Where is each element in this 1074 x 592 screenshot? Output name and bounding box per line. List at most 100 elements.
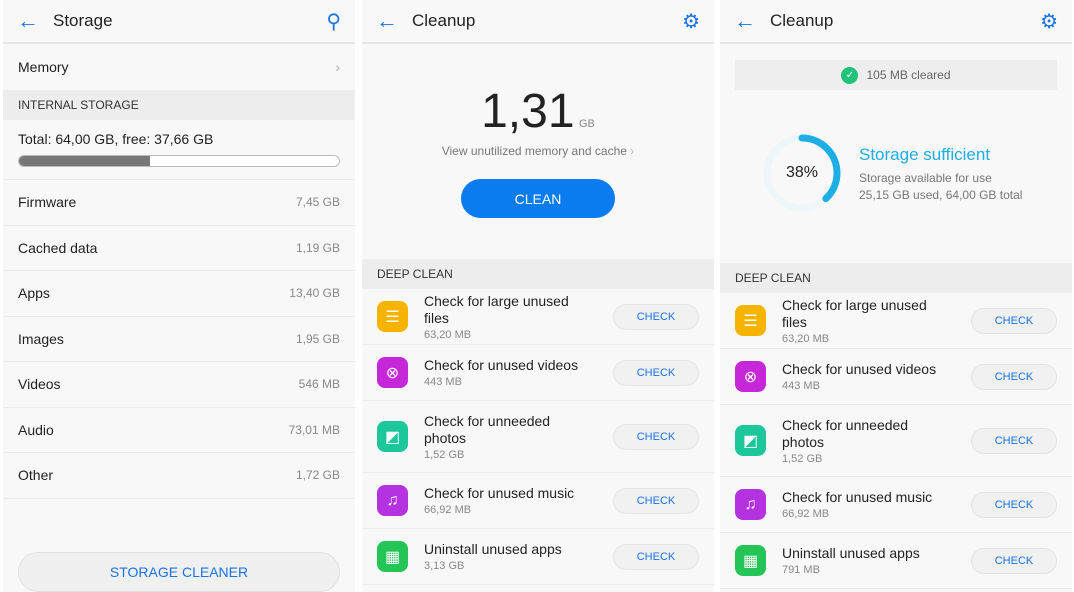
gear-icon[interactable]: ⚙ bbox=[1040, 10, 1058, 33]
storage-cleaner-button[interactable]: STORAGE CLEANER bbox=[18, 552, 340, 592]
deep-clean-item: ♫ Check for unused music 66,92 MB CHECK bbox=[362, 473, 714, 529]
header: ← Cleanup ⚙ bbox=[362, 0, 714, 44]
row-label: Videos bbox=[18, 376, 61, 393]
storage-row[interactable]: Cached data 1,19 GB bbox=[3, 226, 355, 271]
music-icon: ♫ bbox=[735, 489, 766, 520]
deep-clean-item: ☰ Check for large unused files 63,20 MB CHE… bbox=[720, 293, 1072, 349]
check-button[interactable]: CHECK bbox=[971, 307, 1057, 334]
item-title: Check for large unused files bbox=[782, 296, 927, 330]
music-icon: ♫ bbox=[377, 485, 408, 516]
deep-clean-item: ⊗ Check for unused videos 443 MB CHECK bbox=[362, 345, 714, 401]
item-size: 1,52 GB bbox=[424, 448, 465, 461]
storage-row[interactable]: Apps 13,40 GB bbox=[3, 271, 355, 317]
page-title: Storage bbox=[53, 11, 113, 30]
storage-row[interactable]: Videos 546 MB bbox=[3, 362, 355, 408]
photo-icon: ◩ bbox=[735, 425, 766, 456]
item-title: Check for unused videos bbox=[782, 361, 937, 377]
search-icon[interactable]: ⚲ bbox=[326, 10, 341, 33]
item-title: Check for unused music bbox=[424, 485, 575, 501]
item-title: Uninstall unused apps bbox=[782, 545, 920, 561]
usage-ring-graphic bbox=[763, 134, 841, 212]
deep-clean-item: ☰ Check for large unused files 63,20 MB CHE… bbox=[362, 289, 714, 345]
check-button[interactable]: CHECK bbox=[613, 423, 699, 450]
row-value: 13,40 GB bbox=[289, 286, 340, 301]
item-size: 443 MB bbox=[782, 380, 820, 392]
header: ← Cleanup ⚙ bbox=[720, 0, 1072, 44]
check-button[interactable]: CHECK bbox=[971, 491, 1057, 518]
storage-row[interactable]: Audio 73,01 MB bbox=[3, 408, 355, 453]
junk-amount: 1,31 GB bbox=[362, 88, 714, 136]
view-memory-link[interactable]: View unutilized memory and cache › bbox=[362, 144, 714, 158]
chevron-right-icon: › bbox=[335, 59, 340, 75]
usage-percent: 38% bbox=[785, 164, 819, 181]
section-header: INTERNAL STORAGE bbox=[3, 90, 355, 120]
storage-progress-fill bbox=[19, 156, 151, 166]
status-subtitle: Storage available for use bbox=[859, 170, 992, 185]
cleared-text: 105 MB cleared bbox=[866, 68, 951, 82]
video-icon: ⊗ bbox=[735, 361, 766, 392]
item-title: Check for large unused files bbox=[424, 292, 569, 326]
deep-clean-item: ◩ Check for unneeded photos 1,52 GB CHECK bbox=[720, 405, 1072, 477]
storage-row[interactable]: Images 1,95 GB bbox=[3, 317, 355, 362]
item-size: 63,20 MB bbox=[424, 328, 472, 341]
row-value: 1,19 GB bbox=[295, 240, 340, 255]
check-button[interactable]: CHECK bbox=[613, 487, 699, 514]
check-button[interactable]: CHECK bbox=[613, 359, 699, 386]
check-button[interactable]: CHECK bbox=[971, 363, 1057, 390]
item-size: 66,92 MB bbox=[424, 504, 472, 516]
apps-icon: ▦ bbox=[735, 545, 766, 576]
file-icon: ☰ bbox=[735, 305, 766, 336]
file-icon: ☰ bbox=[377, 301, 408, 332]
cleanup-result-screen: ← Cleanup ⚙ ✓ 105 MB cleared 38% Storage… bbox=[720, 0, 1072, 592]
row-value: 73,01 MB bbox=[288, 422, 340, 437]
row-label: Other bbox=[18, 467, 54, 484]
view-memory-text: View unutilized memory and cache bbox=[441, 144, 627, 158]
chevron-right-icon: › bbox=[630, 144, 635, 158]
row-value: 1,72 GB bbox=[295, 468, 340, 483]
storage-summary: 38% Storage sufficient Storage available… bbox=[720, 133, 1072, 213]
deep-clean-item: ▦ Uninstall unused apps 791 MB CHECK bbox=[720, 533, 1072, 589]
item-size: 66,92 MB bbox=[782, 508, 830, 520]
photo-icon: ◩ bbox=[377, 421, 408, 452]
apps-icon: ▦ bbox=[377, 541, 408, 572]
storage-progress-bar bbox=[18, 155, 340, 167]
back-arrow-icon[interactable]: ← bbox=[376, 8, 398, 33]
item-title: Check for unneeded photos bbox=[424, 412, 551, 446]
item-title: Uninstall unused apps bbox=[424, 541, 562, 557]
storage-row[interactable]: Other 1,72 GB bbox=[3, 453, 355, 499]
row-label: Audio bbox=[18, 421, 54, 438]
check-button[interactable]: CHECK bbox=[613, 543, 699, 570]
check-button[interactable]: CHECK bbox=[971, 547, 1057, 574]
item-title: Check for unused music bbox=[782, 489, 933, 505]
row-value: 546 MB bbox=[298, 377, 340, 392]
row-label: Images bbox=[18, 330, 64, 347]
storage-row[interactable]: Firmware 7,45 GB bbox=[3, 180, 355, 226]
check-button[interactable]: CHECK bbox=[613, 303, 699, 330]
storage-screen: ← Storage ⚲ Memory › INTERNAL STORAGE To… bbox=[3, 0, 355, 592]
deep-clean-item: ⊗ Check for unused videos 443 MB CHECK bbox=[720, 349, 1072, 405]
item-title: Check for unused videos bbox=[424, 357, 579, 373]
clean-button[interactable]: CLEAN bbox=[461, 179, 615, 218]
item-size: 3,13 GB bbox=[424, 560, 465, 572]
item-size: 791 MB bbox=[782, 564, 820, 576]
deep-clean-item: ♫ Check for unused music 66,92 MB CHECK bbox=[720, 477, 1072, 533]
check-button[interactable]: CHECK bbox=[971, 427, 1057, 454]
amount-unit: GB bbox=[578, 118, 595, 130]
page-title: Cleanup bbox=[770, 11, 834, 30]
cleanup-screen: ← Cleanup ⚙ 1,31 GB View unutilized memo… bbox=[362, 0, 714, 592]
check-circle-icon: ✓ bbox=[841, 66, 859, 84]
row-label: Apps bbox=[18, 285, 50, 302]
header: ← Storage ⚲ bbox=[3, 0, 355, 44]
storage-total: Total: 64,00 GB, free: 37,66 GB bbox=[18, 131, 214, 147]
back-arrow-icon[interactable]: ← bbox=[734, 8, 756, 33]
page-title: Cleanup bbox=[412, 11, 476, 30]
gear-icon[interactable]: ⚙ bbox=[682, 10, 700, 33]
item-size: 1,52 GB bbox=[782, 452, 823, 465]
section-header: DEEP CLEAN bbox=[720, 263, 1072, 293]
deep-clean-item: ▦ Uninstall unused apps 3,13 GB CHECK bbox=[362, 529, 714, 585]
video-icon: ⊗ bbox=[377, 357, 408, 388]
row-label: Firmware bbox=[18, 194, 77, 211]
memory-row[interactable]: Memory › bbox=[3, 44, 355, 90]
back-arrow-icon[interactable]: ← bbox=[17, 8, 39, 33]
row-value: 7,45 GB bbox=[295, 195, 340, 210]
